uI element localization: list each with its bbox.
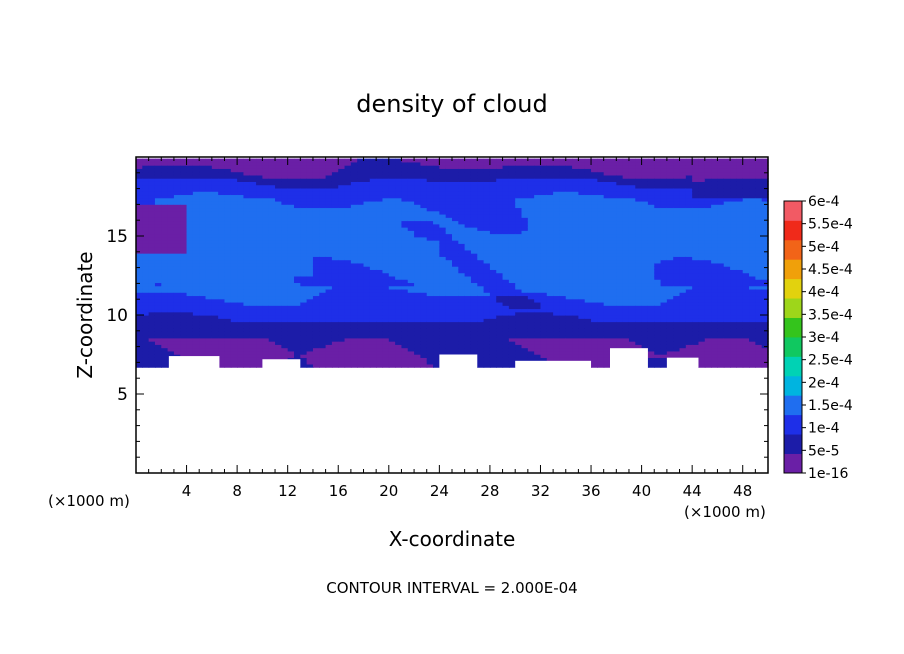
colorbar-label: 1e-4 [808,421,840,437]
colorbar-label: 3e-4 [808,330,840,346]
x-tick-label: 4 [182,482,192,500]
colorbar-label: 4e-4 [808,285,840,301]
colorbar-swatch [784,375,802,396]
plot-area [135,156,769,474]
colorbar-label: 1.5e-4 [808,398,853,414]
axis-ticks [136,157,768,473]
colorbar-swatch [784,317,802,338]
colorbar-swatch [784,337,802,357]
colorbar-swatch [784,414,802,435]
colorbar-label: 5e-4 [808,239,840,255]
colorbar-swatch [784,395,802,416]
colorbar-label: 2e-4 [808,375,840,391]
colorbar-label: 4.5e-4 [808,262,853,278]
y-tick-labels: 5 10 15 [106,227,128,405]
colorbar-swatch [784,278,802,299]
y-tick-label: 10 [106,306,128,326]
y-tick-label: 15 [106,227,128,247]
colorbar-swatch [784,434,802,454]
x-tick-label: 12 [278,482,297,500]
x-tick-labels: 4 8 12 16 20 24 28 32 36 40 44 48 [182,482,752,500]
x-unit-left: (×1000 m) [48,492,130,510]
y-tick-label: 5 [117,385,128,405]
colorbar-label: 3.5e-4 [808,307,853,323]
x-tick-label: 24 [430,482,449,500]
colorbar: 1e-16 5e-5 1e-4 1.5e-4 2e-4 2.5e-4 3e-4 3.5e-4 4… [783,194,853,482]
colorbar-label: 5e-5 [808,443,839,459]
x-tick-label: 16 [329,482,348,500]
x-tick-label: 36 [581,482,600,500]
colorbar-swatch [784,201,802,221]
colorbar-label: 6e-4 [808,194,840,210]
colorbar-swatch [784,220,802,241]
x-tick-label: 20 [379,482,398,500]
colorbar-swatch [784,259,802,280]
x-tick-label: 40 [632,482,651,500]
contour-interval-note: CONTOUR INTERVAL = 2.000E-04 [326,579,577,597]
y-axis-label: Z-coordinate [73,251,97,378]
cloud-free-gaps [168,348,699,369]
x-axis-label: X-coordinate [389,527,516,551]
colorbar-swatch [784,453,802,474]
chart-title: density of cloud [356,90,547,118]
colorbar-label: 2.5e-4 [808,353,853,369]
colorbar-label: 1e-16 [808,466,848,482]
x-tick-label: 28 [480,482,499,500]
x-unit-right: (×1000 m) [684,503,766,521]
x-tick-label: 44 [683,482,702,500]
x-tick-label: 48 [733,482,752,500]
x-tick-label: 8 [232,482,242,500]
colorbar-swatch [784,298,802,318]
colorbar-swatch [784,239,802,260]
colorbar-label: 5.5e-4 [808,217,853,233]
density-field [136,158,769,368]
colorbar-swatch [784,356,802,377]
x-tick-label: 32 [531,482,550,500]
